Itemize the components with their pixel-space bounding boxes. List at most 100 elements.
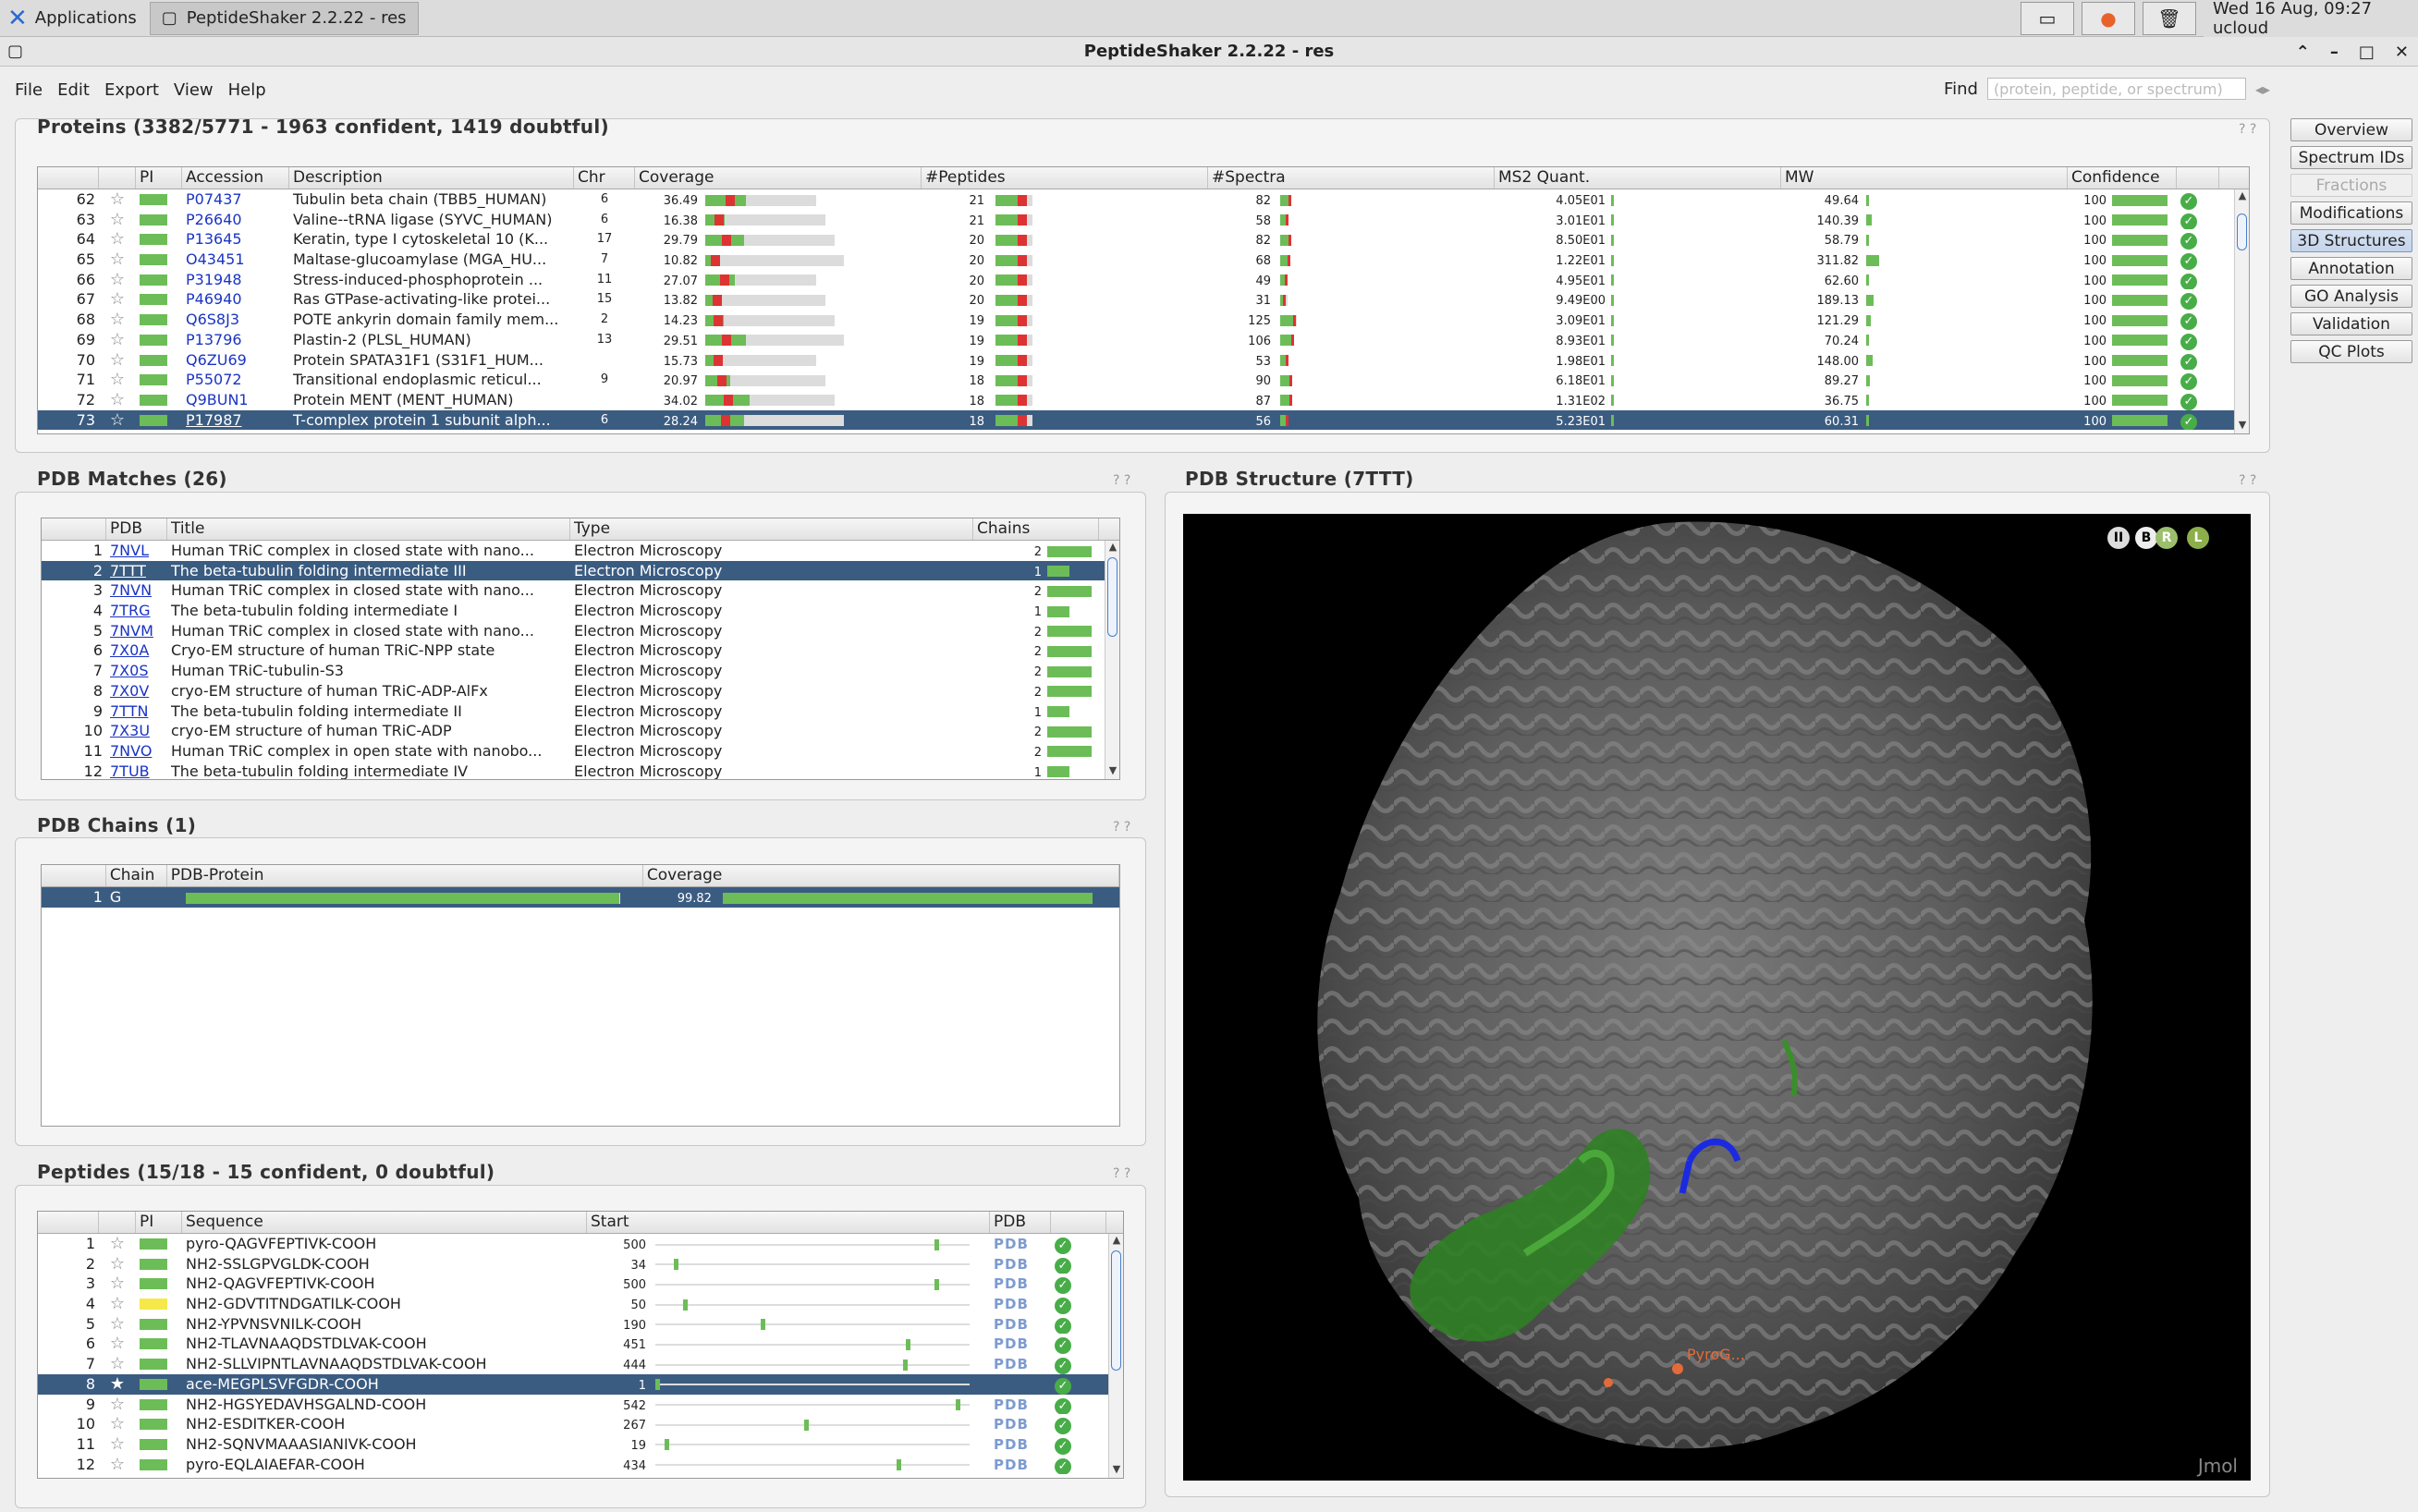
- peptides-col-0[interactable]: [38, 1212, 99, 1233]
- applications-menu[interactable]: ✕ Applications: [0, 0, 137, 36]
- pdb-id-link[interactable]: 7X0V: [110, 681, 150, 700]
- clock[interactable]: Wed 16 Aug, 09:27 ucloud: [2204, 0, 2418, 38]
- pdb-match-row[interactable]: 2 7TTT The beta-tubulin folding intermedia…: [42, 560, 1119, 581]
- side-tab-3d-structures[interactable]: 3D Structures: [2290, 229, 2412, 252]
- peptide-row[interactable]: 1 ☆ pyro-QAGVFEPTIVK-COOH 500 PDB ✓: [38, 1234, 1123, 1254]
- accession-link[interactable]: Q9BUN1: [186, 390, 249, 408]
- peptide-row[interactable]: 12 ☆ pyro-EQLAIAEFAR-COOH 434 PDB ✓: [38, 1455, 1123, 1475]
- protein-row[interactable]: 65 ☆ O43451 Maltase-glucoamylase (MGA_HU...…: [38, 250, 2249, 270]
- pdb-match-row[interactable]: 11 7NVO Human TRiC complex in open state w…: [42, 741, 1119, 762]
- proteins-col-0[interactable]: [38, 167, 99, 189]
- accession-link[interactable]: P07437: [186, 190, 242, 208]
- protein-row[interactable]: 69 ☆ P13796 Plastin-2 (PLSL_HUMAN) 13 29.51 19…: [38, 330, 2249, 350]
- menu-help[interactable]: Help: [227, 79, 266, 100]
- pdb-id-link[interactable]: 7TUB: [110, 762, 150, 780]
- peptide-row[interactable]: 2 ☆ NH2-SSLGPVGLDK-COOH 34 PDB ✓: [38, 1254, 1123, 1274]
- peptides-col-4[interactable]: Start: [587, 1212, 990, 1233]
- pdb-match-row[interactable]: 1 7NVL Human TRiC complex in closed state …: [42, 541, 1119, 561]
- star-icon[interactable]: ☆: [109, 1234, 126, 1253]
- star-icon[interactable]: ☆: [109, 310, 126, 330]
- find-nav-arrows-icon[interactable]: ◂▸: [2254, 79, 2270, 98]
- pdb-match-row[interactable]: 12 7TUB The beta-tubulin folding intermedi…: [42, 762, 1119, 780]
- pdb-chains-col-1[interactable]: Chain: [106, 865, 167, 886]
- star-icon[interactable]: ☆: [109, 389, 126, 409]
- pdb-match-row[interactable]: 5 7NVM Human TRiC complex in closed state …: [42, 621, 1119, 641]
- star-icon[interactable]: ☆: [109, 229, 126, 250]
- pdb-matches-col-2[interactable]: Title: [167, 518, 570, 540]
- pdb-id-link[interactable]: 7TTN: [110, 701, 149, 720]
- window-menu-icon[interactable]: ▢: [7, 42, 24, 61]
- proteins-col-6[interactable]: Coverage: [635, 167, 922, 189]
- pdb-id-link[interactable]: 7NVO: [110, 741, 153, 760]
- pdb-id-link[interactable]: 7X0S: [110, 662, 149, 680]
- star-icon[interactable]: ☆: [109, 1253, 126, 1274]
- pdb-chains-col-0[interactable]: [42, 865, 106, 886]
- protein-row[interactable]: 71 ☆ P55072 Transitional endoplasmic reticu…: [38, 370, 2249, 390]
- star-icon[interactable]: ☆: [109, 1354, 126, 1374]
- peptides-help-icon[interactable]: ? ?: [1113, 1166, 1131, 1181]
- pdb-matches-scrollbar[interactable]: ▲ ▼: [1105, 541, 1119, 779]
- star-icon[interactable]: ☆: [109, 1294, 126, 1314]
- accession-link[interactable]: P13645: [186, 230, 242, 249]
- peptide-row[interactable]: 8 ★ ace-MEGPLSVFGDR-COOH 1 ✓: [38, 1373, 1123, 1395]
- protein-row[interactable]: 66 ☆ P31948 Stress-induced-phosphoprotein .…: [38, 270, 2249, 290]
- pause-icon[interactable]: II: [2107, 527, 2130, 549]
- pdb-id-link[interactable]: 7X3U: [110, 722, 151, 740]
- pdb-id-link[interactable]: 7NVN: [110, 581, 153, 600]
- peptides-scrollbar[interactable]: ▲ ▼: [1108, 1234, 1123, 1478]
- accession-link[interactable]: P55072: [186, 371, 242, 389]
- pdb-matches-col-0[interactable]: [42, 518, 106, 540]
- protein-row[interactable]: 73 ☆ P17987 T-complex protein 1 subunit alp…: [38, 409, 2249, 431]
- pdb-matches-col-1[interactable]: PDB: [106, 518, 167, 540]
- pdb-id-link[interactable]: 7NVM: [110, 621, 153, 640]
- proteins-col-2[interactable]: PI: [136, 167, 182, 189]
- peptide-row[interactable]: 9 ☆ NH2-HGSYEDAVHSGALND-COOH 542 PDB ✓: [38, 1395, 1123, 1415]
- star-icon[interactable]: ☆: [109, 1454, 126, 1474]
- taskbar-window-button[interactable]: ▢ PeptideShaker 2.2.22 - res: [149, 1, 419, 35]
- peptide-row[interactable]: 6 ☆ NH2-TLAVNAAQDSTDLVAK-COOH 451 PDB ✓: [38, 1334, 1123, 1355]
- peptide-row[interactable]: 5 ☆ NH2-YPVNSVNILK-COOH 190 PDB ✓: [38, 1314, 1123, 1335]
- accession-link[interactable]: Q6ZU69: [186, 350, 247, 369]
- side-tab-spectrum-ids[interactable]: Spectrum IDs: [2290, 146, 2412, 169]
- pdb-id-link[interactable]: 7X0A: [110, 641, 150, 660]
- protein-row[interactable]: 64 ☆ P13645 Keratin, type I cytoskeletal 10…: [38, 229, 2249, 250]
- menu-export[interactable]: Export: [104, 79, 159, 100]
- protein-row[interactable]: 72 ☆ Q9BUN1 Protein MENT (MENT_HUMAN) 34.02 1…: [38, 390, 2249, 410]
- proteins-col-10[interactable]: MW: [1781, 167, 2068, 189]
- side-tab-validation[interactable]: Validation: [2290, 312, 2412, 335]
- star-icon[interactable]: ★: [109, 1373, 126, 1394]
- proteins-col-1[interactable]: [99, 167, 136, 189]
- proteins-col-4[interactable]: Description: [289, 167, 574, 189]
- accession-link[interactable]: P26640: [186, 210, 242, 228]
- star-icon[interactable]: ☆: [109, 189, 126, 209]
- peptides-col-5[interactable]: PDB: [990, 1212, 1051, 1233]
- find-input[interactable]: (protein, peptide, or spectrum): [1986, 78, 2246, 100]
- proteins-col-9[interactable]: MS2 Quant.: [1495, 167, 1781, 189]
- star-icon[interactable]: ☆: [109, 1394, 126, 1414]
- trash-icon[interactable]: 🗑: [2143, 2, 2196, 35]
- peptide-row[interactable]: 3 ☆ NH2-QAGVFEPTIVK-COOH 500 PDB ✓: [38, 1274, 1123, 1295]
- shade-icon[interactable]: ⌃: [2295, 42, 2310, 62]
- peptide-row[interactable]: 10 ☆ NH2-ESDITKER-COOH 267 PDB ✓: [38, 1414, 1123, 1434]
- minimize-icon[interactable]: –: [2329, 42, 2339, 62]
- pdb-id-link[interactable]: 7NVL: [110, 542, 150, 559]
- pdb-match-row[interactable]: 3 7NVN Human TRiC complex in closed state …: [42, 580, 1119, 601]
- jmol-viewer[interactable]: PyroG... II B R L Jmol: [1183, 514, 2251, 1481]
- proteins-col-8[interactable]: #Spectra: [1208, 167, 1495, 189]
- protein-row[interactable]: 62 ☆ P07437 Tubulin beta chain (TBB5_HUMAN)…: [38, 189, 2249, 210]
- pdb-chains-col-3[interactable]: Coverage: [643, 865, 1119, 886]
- proteins-scrollbar[interactable]: ▲ ▼: [2234, 189, 2249, 433]
- proteins-col-3[interactable]: Accession: [182, 167, 289, 189]
- star-icon[interactable]: ☆: [109, 269, 126, 289]
- pdb-matches-col-4[interactable]: Chains: [973, 518, 1099, 540]
- accession-link[interactable]: P17987: [186, 410, 242, 429]
- star-icon[interactable]: ☆: [109, 329, 126, 349]
- protein-row[interactable]: 67 ☆ P46940 Ras GTPase-activating-like prot…: [38, 289, 2249, 311]
- accession-link[interactable]: P13796: [186, 330, 242, 348]
- accession-link[interactable]: Q6S8J3: [186, 311, 240, 329]
- proteins-col-11[interactable]: Confidence: [2068, 167, 2177, 189]
- proteins-help-icon[interactable]: ? ?: [2239, 122, 2257, 137]
- pdb-match-row[interactable]: 7 7X0S Human TRiC-tubulin-S3 Electron Micro…: [42, 661, 1119, 681]
- star-icon[interactable]: ☆: [109, 250, 126, 270]
- pdb-match-row[interactable]: 4 7TRG The beta-tubulin folding intermedia…: [42, 601, 1119, 621]
